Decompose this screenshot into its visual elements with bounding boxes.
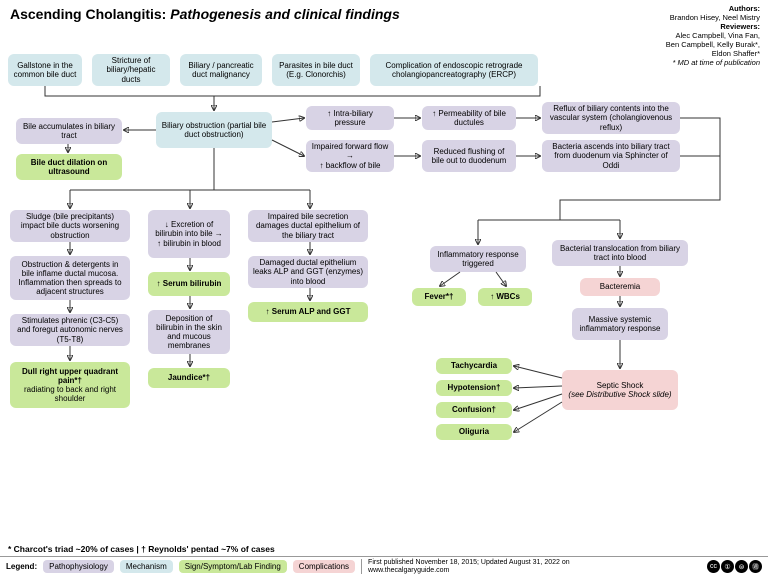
- box-flushing: Reduced flushing of bile out to duodenum: [422, 140, 516, 172]
- box-fever: Fever*†: [412, 288, 466, 306]
- box-translocation: Bacterial translocation from biliary tra…: [552, 240, 688, 266]
- box-confusion: Confusion†: [436, 402, 512, 418]
- box-ascends: Bacteria ascends into biliary tract from…: [542, 140, 680, 172]
- box-gallstone: Gallstone in the common bile duct: [8, 54, 82, 86]
- box-obstruction: Biliary obstruction (partial bile duct o…: [156, 112, 272, 148]
- box-accumulates: Bile accumulates in biliary tract: [16, 118, 122, 144]
- legend: Legend: Pathophysiology Mechanism Sign/S…: [0, 556, 768, 576]
- footnote: * Charcot's triad ~20% of cases | † Reyn…: [8, 544, 275, 554]
- box-malignancy: Biliary / pancreatic duct malignancy: [180, 54, 262, 86]
- box-jaundice: Jaundice*†: [148, 368, 230, 388]
- box-stricture: Stricture of biliary/hepatic ducts: [92, 54, 170, 86]
- box-alp-ggt: ↑ Serum ALP and GGT: [248, 302, 368, 322]
- box-oliguria: Oliguria: [436, 424, 512, 440]
- box-leaks: Damaged ductal epithelium leaks ALP and …: [248, 256, 368, 288]
- box-impaired-secretion: Impaired bile secretion damages ductal e…: [248, 210, 368, 242]
- box-massive: Massive systemic inflammatory response: [572, 308, 668, 340]
- box-forward: Impaired forward flow → ↑ backflow of bi…: [306, 140, 394, 172]
- box-reflux: Reflux of biliary contents into the vasc…: [542, 102, 680, 134]
- box-inflammatory: Inflammatory response triggered: [430, 246, 526, 272]
- box-dilation: Bile duct dilation on ultrasound: [16, 154, 122, 180]
- box-hypotension: Hypotension†: [436, 380, 512, 396]
- box-wbcs: ↑ WBCs: [478, 288, 532, 306]
- box-shock: Septic Shock(see Distributive Shock slid…: [562, 370, 678, 410]
- page-title: Ascending Cholangitis: Pathogenesis and …: [10, 6, 400, 22]
- box-pain: Dull right upper quadrant pain*†radiatin…: [10, 362, 130, 408]
- box-parasites: Parasites in bile duct (E.g. Clonorchis): [272, 54, 360, 86]
- cc-icons: cc①⊜㊜: [707, 560, 762, 573]
- box-pressure: ↑ Intra-biliary pressure: [306, 106, 394, 130]
- box-deposition: Deposition of bilirubin in the skin and …: [148, 310, 230, 354]
- box-ercp: Complication of endoscopic retrograde ch…: [370, 54, 538, 86]
- box-excretion: ↓ Excretion of bilirubin into bile → ↑ b…: [148, 210, 230, 258]
- authors-block: Authors: Brandon Hisey, Neel Mistry Revi…: [666, 4, 760, 67]
- box-inflame: Obstruction & detergents in bile inflame…: [10, 256, 130, 300]
- box-serum-bilirubin: ↑ Serum bilirubin: [148, 272, 230, 296]
- box-sludge: Sludge (bile precipitants) impact bile d…: [10, 210, 130, 242]
- box-nerves: Stimulates phrenic (C3-C5) and foregut a…: [10, 314, 130, 346]
- box-permeability: ↑ Permeability of bile ductules: [422, 106, 516, 130]
- box-bacteremia: Bacteremia: [580, 278, 660, 296]
- box-tachycardia: Tachycardia: [436, 358, 512, 374]
